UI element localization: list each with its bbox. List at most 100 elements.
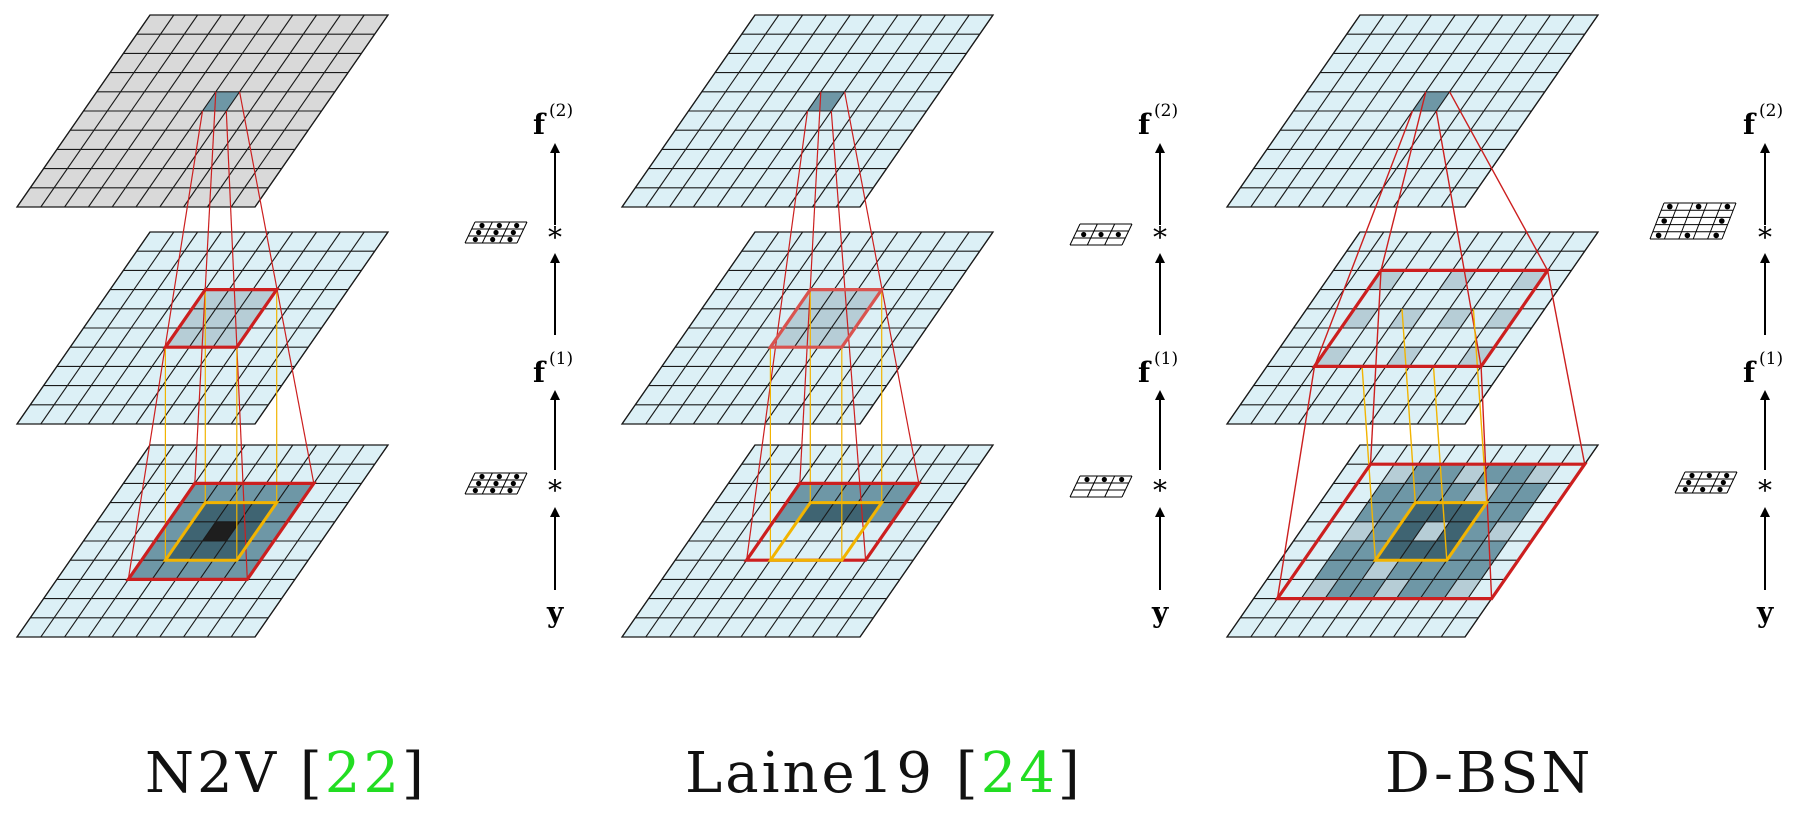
grid-cell xyxy=(1462,483,1500,503)
grid-cell xyxy=(192,289,230,309)
grid-cell xyxy=(189,328,227,348)
grid-cell xyxy=(820,289,858,309)
red-projection xyxy=(194,91,217,484)
grid-cell xyxy=(831,308,869,328)
grid-cell xyxy=(844,289,882,309)
grid-cell xyxy=(1510,483,1548,503)
grid-cell xyxy=(1446,541,1484,561)
grid-cell xyxy=(223,560,261,580)
red-projection xyxy=(844,91,920,484)
yellow-projection xyxy=(1361,366,1377,561)
grid-cell xyxy=(1497,502,1535,522)
grid-cell xyxy=(1385,347,1423,367)
grid-cell xyxy=(1351,541,1389,561)
label-f2-sup: (2) xyxy=(549,101,573,121)
panel-title-n2v: N2V [22] xyxy=(145,741,427,806)
feature-layer-1 xyxy=(620,231,995,425)
grid-cell xyxy=(1341,521,1379,541)
grid-cell xyxy=(181,483,219,503)
grid-cell xyxy=(1439,483,1477,503)
kernel-3x3-icon xyxy=(464,221,528,244)
label-conv-1: * xyxy=(1153,474,1167,507)
grid-cell xyxy=(189,541,227,561)
grid-cell xyxy=(1388,308,1426,328)
red-receptive-field xyxy=(1311,268,1551,368)
grid-cell xyxy=(844,502,882,522)
citation-24: 24 xyxy=(981,741,1058,806)
grid-cell xyxy=(1420,579,1458,599)
panel-title-dbsn: D-BSN xyxy=(1385,741,1593,806)
label-y: y xyxy=(546,596,564,629)
grid-cell xyxy=(1301,579,1339,599)
grid-cell xyxy=(1325,579,1363,599)
label-y: y xyxy=(1756,596,1774,629)
grid-cell xyxy=(165,541,203,561)
grid-cell xyxy=(834,483,872,503)
grid-cell xyxy=(1378,502,1416,522)
grid-cell xyxy=(1385,560,1423,580)
label-f2-sup: (2) xyxy=(1759,101,1783,121)
grid-cell xyxy=(178,521,216,541)
grid-cell xyxy=(1341,308,1379,328)
grid-cell xyxy=(810,483,848,503)
kernel-half-icon xyxy=(1069,223,1133,246)
blind-spot-cell xyxy=(202,521,240,541)
grid-cell xyxy=(820,502,858,522)
blind-spot-cell xyxy=(1412,521,1450,541)
grid-cell xyxy=(1391,483,1429,503)
label-f2: f xyxy=(533,108,547,141)
grid-cell xyxy=(1425,502,1463,522)
red-receptive-field xyxy=(767,288,885,349)
grid-cell xyxy=(250,521,288,541)
panel-dbsn: f (2)*f (1)*y xyxy=(1225,14,1783,638)
label-f2: f xyxy=(1743,108,1757,141)
panel-laine19: f (2)*f (1)*y xyxy=(620,14,1178,638)
label-f1: f xyxy=(1743,356,1757,389)
grid-cell xyxy=(192,502,230,522)
grid-cell xyxy=(1433,560,1471,580)
grid-cell xyxy=(868,502,906,522)
grid-cell xyxy=(1423,541,1461,561)
feature-layer-1 xyxy=(15,231,390,425)
grid-cell xyxy=(770,328,808,348)
red-projection xyxy=(1435,110,1482,367)
red-projection xyxy=(239,91,315,484)
label-f1: f xyxy=(1138,356,1152,389)
label-f2: f xyxy=(1138,108,1152,141)
grid-cell xyxy=(1338,560,1376,580)
grid-cell xyxy=(168,502,206,522)
grid-cell xyxy=(229,483,267,503)
grid-cell xyxy=(1439,270,1477,290)
grid-cell xyxy=(202,308,240,328)
grid-cell xyxy=(213,541,251,561)
grid-cell xyxy=(818,328,856,348)
label-conv-1: * xyxy=(1758,474,1772,507)
input-layer xyxy=(620,444,995,638)
grid-cell xyxy=(205,483,243,503)
layer-axis: f (2)*f (1)*y xyxy=(533,101,573,629)
grid-cell xyxy=(783,308,821,328)
grid-cell xyxy=(857,483,895,503)
grid-cell xyxy=(165,328,203,348)
grid-cell xyxy=(152,560,190,580)
grid-cell xyxy=(1449,502,1487,522)
grid-cell xyxy=(797,289,835,309)
grid-cell xyxy=(1381,464,1419,484)
kernel-half-icon xyxy=(1069,475,1133,498)
grid-cell xyxy=(1388,521,1426,541)
grid-cell xyxy=(1500,464,1538,484)
grid-cell xyxy=(1457,347,1495,367)
input-layer xyxy=(15,444,390,638)
grid-cell xyxy=(1348,579,1386,599)
label-f1-sup: (1) xyxy=(1154,349,1178,369)
dilated-kernel-icon xyxy=(1649,202,1737,240)
blind-kernel-icon xyxy=(1674,471,1738,494)
grid-cell xyxy=(1402,502,1440,522)
label-conv-2: * xyxy=(1153,221,1167,254)
red-projection xyxy=(799,91,822,484)
grid-cell xyxy=(1399,541,1437,561)
grid-cell xyxy=(1372,579,1410,599)
red-receptive-field xyxy=(162,288,280,349)
label-conv-2: * xyxy=(548,221,562,254)
